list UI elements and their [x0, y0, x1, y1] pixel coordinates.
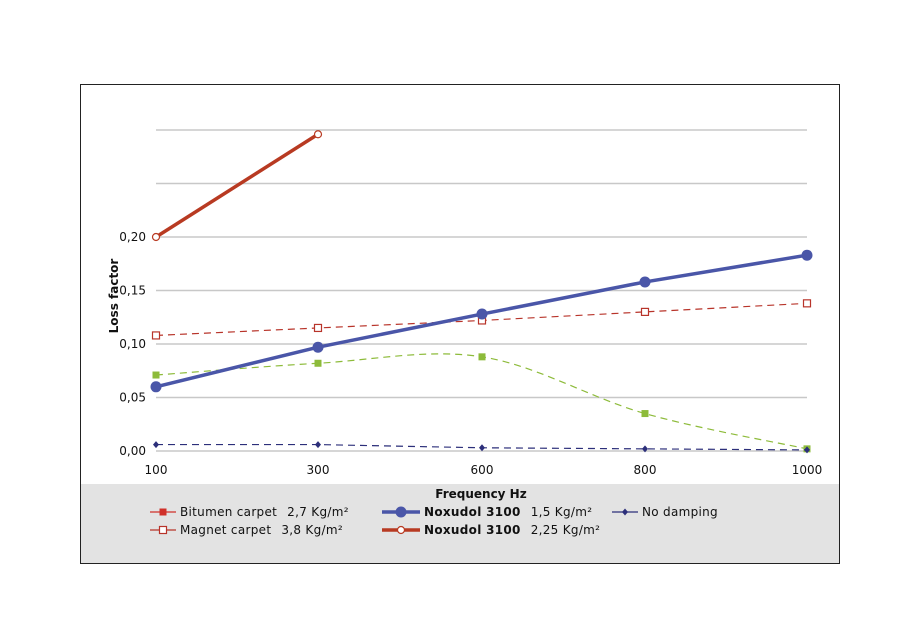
data-point — [479, 444, 485, 452]
y-tick-label: 0,15 — [119, 284, 146, 298]
y-axis-label: Loss factor — [107, 259, 121, 334]
legend-item: No damping — [612, 505, 718, 519]
data-point — [478, 353, 486, 361]
data-point — [801, 249, 813, 261]
legend-marker-icon — [382, 525, 420, 535]
x-tick-label: 100 — [145, 463, 168, 477]
legend-item: Noxudol 3100 1,5 Kg/m² — [382, 505, 592, 519]
series-line — [155, 353, 808, 450]
data-point — [313, 323, 323, 333]
data-point — [641, 410, 649, 418]
data-point — [395, 506, 407, 518]
legend-name: Noxudol 3100 — [424, 523, 521, 537]
legend-spec: 3,8 Kg/m² — [281, 523, 343, 537]
x-tick-label: 800 — [634, 463, 657, 477]
legend-spec: 2,25 Kg/m² — [530, 523, 601, 537]
x-tick-label: 300 — [307, 463, 330, 477]
x-axis-label: Frequency Hz — [435, 487, 526, 501]
legend-marker-icon — [150, 525, 176, 535]
legend-item: Magnet carpet 3,8 Kg/m² — [150, 523, 343, 537]
legend-item: Bitumen carpet 2,7 Kg/m² — [150, 505, 349, 519]
data-point — [640, 307, 650, 316]
data-point — [159, 508, 167, 516]
series-line — [155, 132, 319, 239]
legend-marker-icon — [612, 508, 638, 516]
legend-marker-icon — [150, 508, 176, 516]
data-point — [153, 441, 159, 449]
data-point — [315, 441, 321, 449]
data-point — [158, 525, 168, 535]
data-point — [314, 359, 322, 367]
legend-name: Bitumen carpet — [180, 505, 278, 519]
legend-name: Noxudol 3100 — [424, 505, 521, 519]
x-tick-label: 1000 — [792, 463, 823, 477]
data-point — [152, 371, 160, 379]
legend-spec: 1,5 Kg/m² — [530, 505, 593, 519]
data-point — [396, 525, 406, 535]
legend-item: Noxudol 3100 2,25 Kg/m² — [382, 523, 600, 537]
data-point — [151, 232, 161, 242]
legend-marker-icon — [382, 506, 420, 518]
data-point — [476, 308, 488, 320]
y-tick-label: 0,20 — [119, 230, 146, 244]
x-tick-label: 600 — [471, 463, 494, 477]
data-point — [639, 276, 651, 288]
data-point — [804, 446, 810, 454]
data-point — [150, 381, 162, 393]
legend-area — [81, 484, 839, 563]
data-point — [312, 341, 324, 353]
data-point — [802, 299, 812, 308]
data-point — [151, 331, 161, 340]
data-point — [622, 508, 628, 516]
legend-name: Magnet carpet — [180, 523, 272, 537]
data-point — [642, 445, 648, 453]
y-tick-label: 0,05 — [119, 391, 146, 405]
data-point — [313, 130, 323, 139]
y-tick-label: 0,00 — [119, 444, 146, 458]
legend-name: No damping — [642, 505, 718, 519]
y-tick-label: 0,10 — [119, 337, 146, 351]
legend-spec: 2,7 Kg/m² — [287, 505, 349, 519]
